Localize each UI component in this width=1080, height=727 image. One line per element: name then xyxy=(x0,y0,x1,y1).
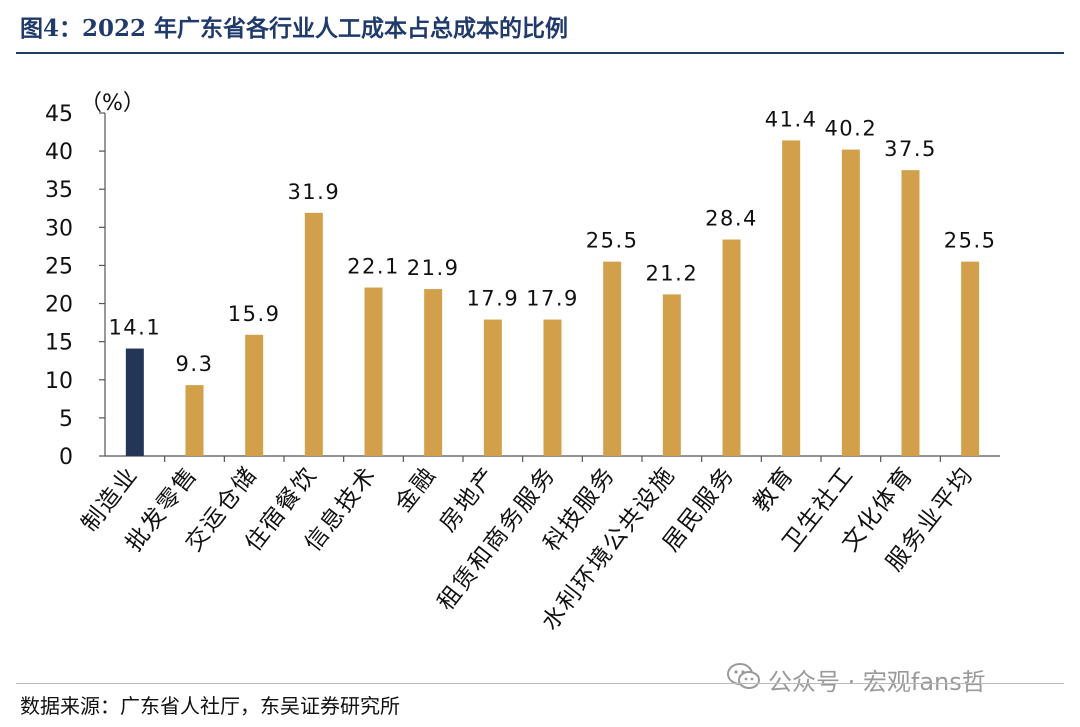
data-label: 28.4 xyxy=(705,207,758,231)
watermark-text: 公众号 · 宏观fans哲 xyxy=(768,667,986,696)
y-tick-label: 0 xyxy=(59,445,73,470)
bar-5 xyxy=(364,287,383,456)
y-tick-label: 30 xyxy=(45,216,73,241)
y-tick-label: 25 xyxy=(45,254,73,279)
data-label: 37.5 xyxy=(884,137,937,161)
data-label: 31.9 xyxy=(287,180,340,204)
data-label: 21.2 xyxy=(645,261,698,285)
watermark: 公众号 · 宏观fans哲 xyxy=(726,659,1056,699)
bar-12 xyxy=(782,140,801,456)
data-label: 25.5 xyxy=(944,229,997,253)
wechat-icon xyxy=(726,662,762,696)
bar-2 xyxy=(185,385,204,456)
bar-3 xyxy=(245,334,264,456)
data-label: 25.5 xyxy=(586,229,639,253)
bar-13 xyxy=(841,149,860,456)
data-label: 40.2 xyxy=(824,117,877,141)
data-label: 9.3 xyxy=(176,352,214,376)
data-label: 17.9 xyxy=(466,287,519,311)
category-label: 金融 xyxy=(391,462,442,517)
bar-9 xyxy=(603,261,622,456)
data-label: 14.1 xyxy=(108,316,161,340)
bar-7 xyxy=(483,319,502,456)
y-unit-label: （%） xyxy=(80,91,145,116)
data-label: 17.9 xyxy=(526,287,579,311)
y-tick-label: 5 xyxy=(59,407,73,432)
y-tick-label: 35 xyxy=(45,178,73,203)
data-label: 22.1 xyxy=(347,255,400,279)
bar-1 xyxy=(125,348,144,456)
source-note: 数据来源：广东省人社厅，东吴证券研究所 xyxy=(20,694,400,718)
bar-8 xyxy=(543,319,562,456)
y-tick-label: 45 xyxy=(45,102,73,127)
chart-title: 图4：2022 年广东省各行业人工成本占总成本的比例 xyxy=(20,15,569,42)
category-label: 教育 xyxy=(749,462,800,517)
data-label: 15.9 xyxy=(228,302,281,326)
y-tick-label: 10 xyxy=(45,369,73,394)
data-label: 21.9 xyxy=(407,256,460,280)
bar-14 xyxy=(901,170,920,456)
y-tick-label: 20 xyxy=(45,293,73,318)
bar-6 xyxy=(424,289,443,456)
y-tick-label: 40 xyxy=(45,140,73,165)
title-divider xyxy=(16,52,1064,54)
bar-11 xyxy=(722,239,741,456)
bar-10 xyxy=(662,294,681,456)
bar-15 xyxy=(961,261,980,456)
footer-divider xyxy=(16,683,1064,684)
data-label: 41.4 xyxy=(765,107,818,131)
y-tick-label: 15 xyxy=(45,331,73,356)
bar-4 xyxy=(304,212,323,456)
